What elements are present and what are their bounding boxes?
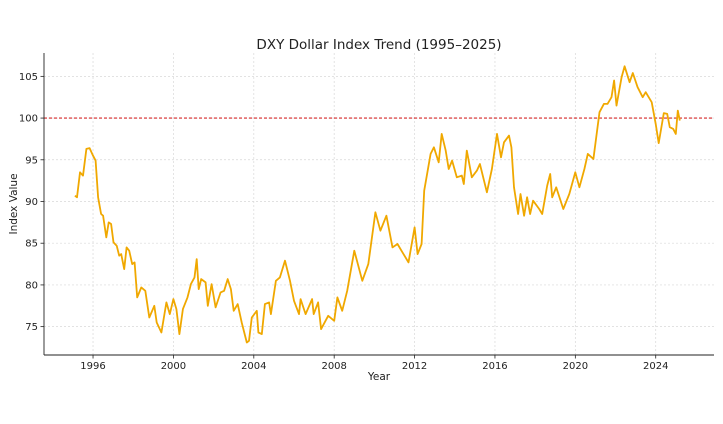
y-tick-label: 105 — [19, 72, 38, 83]
chart-title: DXY Dollar Index Trend (1995–2025) — [256, 37, 501, 53]
y-tick-label: 80 — [25, 280, 38, 291]
axes — [43, 53, 714, 356]
x-tick-label: 2016 — [482, 361, 507, 372]
y-ticks: 75 80 85 90 95 100 105 — [19, 72, 44, 333]
series-line-dxy — [74, 65, 681, 344]
y-tick-label: 85 — [25, 239, 38, 250]
x-tick-label: 2008 — [321, 361, 346, 372]
x-ticks: 1996 2000 2004 2008 2012 2016 2020 2024 — [80, 355, 668, 372]
x-tick-label: 2020 — [563, 361, 588, 372]
x-tick-label: 2012 — [402, 361, 427, 372]
x-axis-label: Year — [367, 371, 391, 383]
y-axis-label: Index Value — [8, 173, 20, 234]
grid — [44, 53, 714, 355]
y-tick-label: 75 — [25, 322, 38, 333]
y-tick-label: 100 — [19, 114, 38, 125]
x-tick-label: 2000 — [161, 361, 186, 372]
x-tick-label: 2024 — [643, 361, 668, 372]
x-tick-label: 1996 — [80, 361, 105, 372]
x-tick-label: 2004 — [241, 361, 266, 372]
y-tick-label: 95 — [25, 155, 38, 166]
y-tick-label: 90 — [25, 197, 38, 208]
